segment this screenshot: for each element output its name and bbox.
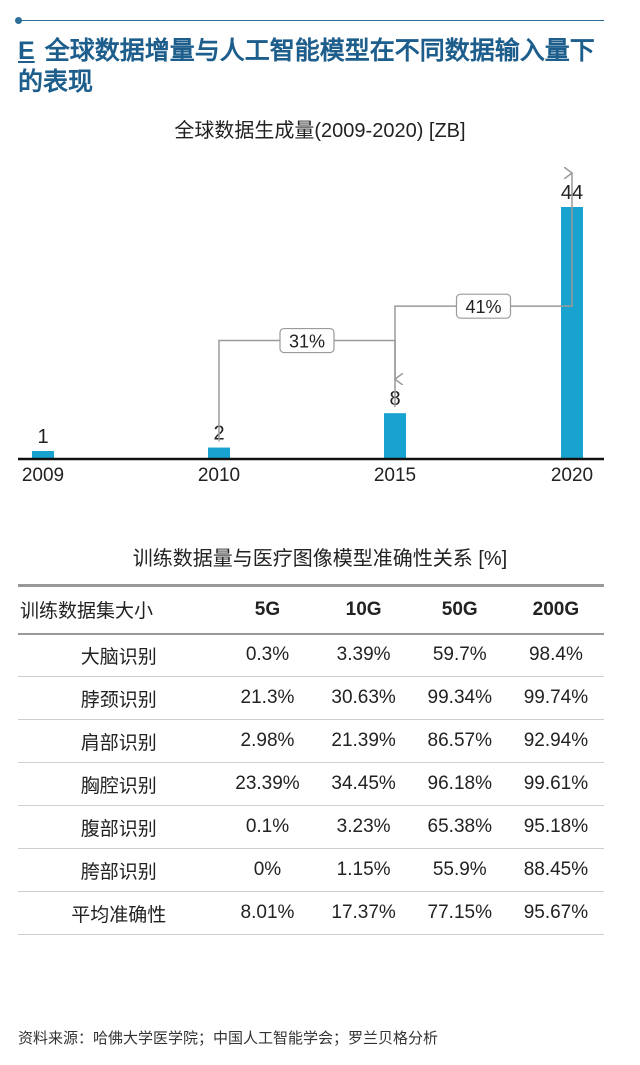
table-cell: 96.18% [411,762,508,806]
table-cell: 95.18% [507,805,604,849]
bar-2010 [208,447,230,459]
figure-title: 全球数据增量与人工智能模型在不同数据输入量下的表现 [18,37,595,96]
growth-connector-2015-2020 [394,173,572,408]
row-label: 胯部识别 [18,848,220,892]
table-cell: 17.37% [315,891,412,935]
table-cell: 0.1% [219,805,316,849]
table-cell: 3.23% [315,805,412,849]
header-10g: 10G [315,584,412,635]
growth-label-2010-2015: 31% [289,332,325,352]
accuracy-table: 训练数据集大小 5G 10G 50G 200G 大脑识别 0.3% 3.39% 59.… [18,584,604,935]
table-cell: 21.3% [219,676,316,720]
row-label: 平均准确性 [18,891,220,935]
x-tick-label-2015: 2015 [374,465,416,486]
table-row: 脖颈识别 21.3% 30.63% 99.34% 99.74% [18,676,604,720]
source-note: 资料来源：哈佛大学医学院；中国人工智能学会；罗兰贝格分析 [18,1030,439,1047]
table-cell: 99.74% [507,676,604,720]
row-label: 脖颈识别 [18,676,220,720]
growth-label-2015-2020: 41% [465,297,501,317]
table-title: 训练数据量与医疗图像模型准确性关系 [%] [132,548,508,570]
bar-2009 [32,451,54,459]
x-tick-labels-layer: 2009 2010 2015 2020 [22,465,593,486]
top-rule-dot [15,17,22,24]
row-label: 胸腔识别 [18,762,220,806]
growth-annotation-2010-2015: 31% [218,327,395,442]
table-header-row: 训练数据集大小 5G 10G 50G 200G [18,584,604,635]
row-label: 肩部识别 [18,719,220,763]
header-5g: 5G [219,584,316,635]
growth-annotation-2015-2020: 41% [394,173,572,408]
table-row: 胸腔识别 23.39% 34.45% 96.18% 99.61% [18,762,604,806]
table-cell: 99.34% [411,676,508,720]
table-cell: 88.45% [507,848,604,892]
growth-annotations-layer: 31% 41% [218,173,572,442]
bar-2015 [384,413,406,459]
table-cell: 86.57% [411,719,508,763]
table-row: 腹部识别 0.1% 3.23% 65.38% 95.18% [18,805,604,849]
table-cell: 99.61% [507,762,604,806]
bar-value-label-2009: 1 [37,426,48,448]
x-tick-label-2020: 2020 [551,465,593,486]
table-cell: 34.45% [315,762,412,806]
table-row: 大脑识别 0.3% 3.39% 59.7% 98.4% [18,633,604,677]
table-cell: 21.39% [315,719,412,763]
figure-heading: E 全球数据增量与人工智能模型在不同数据输入量下的表现 [18,36,608,98]
header-200g: 200G [507,584,604,635]
bar-2020 [561,207,583,459]
table-row: 肩部识别 2.98% 21.39% 86.57% 92.94% [18,719,604,763]
figure-letter: E [18,37,35,65]
header-dataset-size: 训练数据集大小 [18,584,220,635]
x-tick-label-2010: 2010 [198,465,240,486]
table-cell: 59.7% [411,633,508,677]
table-row: 胯部识别 0% 1.15% 55.9% 88.45% [18,848,604,892]
table-row: 平均准确性 8.01% 17.37% 77.15% 95.67% [18,891,604,935]
table-cell: 55.9% [411,848,508,892]
table-cell: 77.15% [411,891,508,935]
table-cell: 0% [219,848,316,892]
table-cell: 1.15% [315,848,412,892]
table-cell: 30.63% [315,676,412,720]
growth-label-box-2010-2015 [279,327,335,354]
top-rule [18,20,604,21]
table-cell: 8.01% [219,891,316,935]
row-label: 大脑识别 [18,633,220,677]
table-cell: 95.67% [507,891,604,935]
table-cell: 92.94% [507,719,604,763]
x-tick-label-2009: 2009 [22,465,64,486]
table-cell: 2.98% [219,719,316,763]
table-cell: 3.39% [315,633,412,677]
row-label: 腹部识别 [18,805,220,849]
growth-label-box-2015-2020 [455,293,512,319]
header-50g: 50G [411,584,508,635]
chart-title: 全球数据生成量(2009-2020) [ZB] [174,120,466,142]
table-cell: 23.39% [219,762,316,806]
table-cell: 98.4% [507,633,604,677]
table-cell: 65.38% [411,805,508,849]
growth-connector-2010-2015 [218,339,395,442]
table-body: 大脑识别 0.3% 3.39% 59.7% 98.4% 脖颈识别 21.3% 30.63% 99… [18,633,604,935]
table-cell: 0.3% [219,633,316,677]
